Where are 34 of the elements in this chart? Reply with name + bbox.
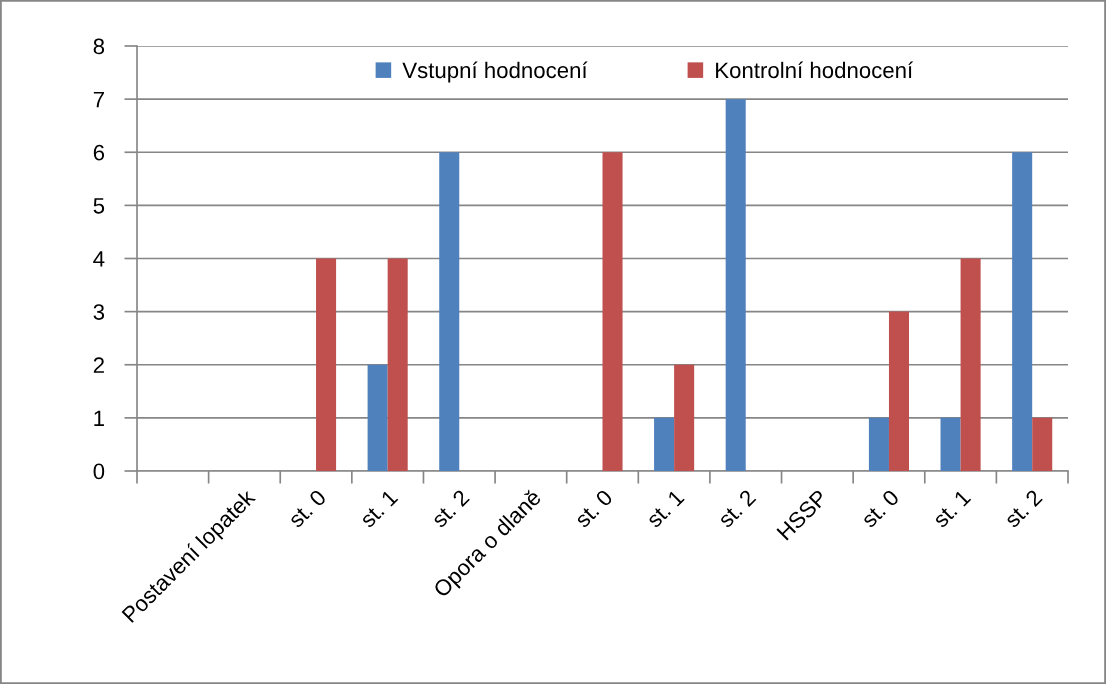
x-tick-label: st. 0 [573, 488, 614, 529]
x-tick-label: st. 1 [931, 489, 972, 529]
x-tick-label: st. 0 [287, 488, 327, 529]
y-tick-label: 7 [93, 91, 104, 108]
y-tick-label: 6 [93, 144, 105, 161]
legend-label: Kontrolní hodnocení [716, 61, 914, 79]
y-tick-label: 3 [93, 304, 105, 320]
bar [868, 417, 889, 471]
y-tick-label: 4 [93, 251, 105, 267]
bar [888, 311, 910, 471]
bar [602, 152, 623, 471]
x-tick-label: st. 2 [716, 488, 757, 529]
y-tick-label: 5 [93, 198, 105, 214]
bar [387, 258, 408, 471]
y-tick-label: 1 [94, 410, 104, 426]
bar [960, 258, 981, 471]
y-tick-label: 0 [93, 463, 105, 480]
bar [439, 152, 460, 471]
bar [674, 364, 695, 471]
y-tick-label: 8 [93, 38, 105, 55]
bar [1032, 417, 1053, 471]
bar [654, 417, 675, 471]
y-tick-label: 2 [93, 357, 104, 373]
bar [940, 417, 961, 471]
x-tick-label: st. 1 [645, 489, 685, 529]
x-tick-label: st. 2 [430, 488, 471, 529]
x-tick-label: st. 1 [358, 489, 399, 529]
x-tick-label: st. 2 [1003, 488, 1043, 529]
x-tick-label: st. 0 [860, 488, 900, 529]
legend-label: Vstupní hodnocení [402, 61, 588, 83]
bar [316, 258, 337, 471]
bar [725, 99, 746, 471]
bar [1012, 152, 1033, 471]
bar [367, 364, 388, 471]
